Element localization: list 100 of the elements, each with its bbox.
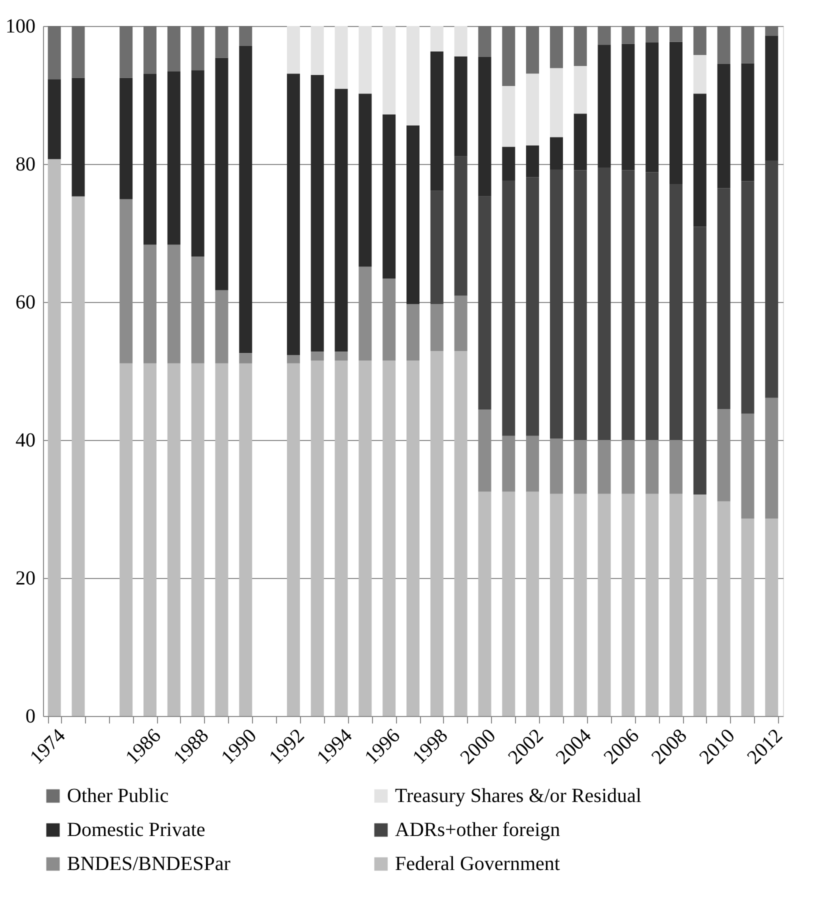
- bar: [502, 492, 516, 716]
- bar: [454, 156, 468, 296]
- bar: [741, 518, 754, 716]
- bar: [502, 146, 516, 181]
- bar: [454, 26, 468, 56]
- bar: [167, 72, 180, 245]
- bar: [430, 52, 444, 191]
- bar: [598, 494, 611, 716]
- bar: [574, 66, 587, 114]
- bar: [72, 196, 85, 716]
- bar: [48, 26, 61, 80]
- bar: [622, 494, 635, 716]
- bar: [670, 494, 683, 716]
- bar: [478, 26, 492, 58]
- bar: [406, 360, 420, 716]
- bar: [574, 494, 587, 716]
- bar: [526, 492, 540, 716]
- bar: [741, 181, 754, 414]
- bar: [526, 145, 540, 178]
- y-tick-label: 100: [6, 16, 36, 38]
- bar: [765, 518, 778, 716]
- bar: [406, 304, 420, 361]
- bar: [717, 64, 730, 188]
- bar: [120, 78, 133, 200]
- bar: [765, 160, 778, 398]
- bar: [215, 26, 228, 58]
- bar: [191, 363, 204, 716]
- bar: [430, 190, 444, 304]
- bar: [622, 26, 635, 44]
- bar: [239, 26, 252, 46]
- bar: [191, 70, 204, 256]
- bar: [502, 180, 516, 436]
- bar: [358, 94, 372, 267]
- bar: [215, 363, 228, 716]
- bar: [454, 56, 468, 156]
- bar: [717, 501, 730, 716]
- bar: [670, 26, 683, 42]
- bar: [717, 26, 730, 64]
- bar: [48, 79, 61, 160]
- bar: [693, 26, 706, 55]
- bar: [646, 26, 659, 43]
- bar: [430, 26, 444, 52]
- bar: [646, 172, 659, 440]
- bar: [48, 159, 61, 716]
- bar: [143, 26, 156, 74]
- bar: [765, 26, 778, 36]
- bar: [598, 44, 611, 168]
- bar: [526, 26, 540, 74]
- bar: [765, 36, 778, 161]
- bar: [239, 46, 252, 354]
- bar: [454, 350, 468, 716]
- bar: [622, 44, 635, 170]
- y-tick-label: 40: [16, 430, 36, 452]
- bar: [286, 74, 300, 356]
- bar: [120, 26, 133, 78]
- bar: [334, 88, 348, 352]
- bar: [574, 114, 587, 170]
- bar: [382, 360, 396, 716]
- bar: [622, 170, 635, 440]
- y-tick-label: 20: [16, 568, 36, 590]
- bar: [382, 114, 396, 279]
- bar: [741, 26, 754, 64]
- bar: [741, 63, 754, 182]
- legend-label: Federal Government: [395, 853, 560, 875]
- bar: [310, 74, 324, 352]
- bar: [550, 170, 563, 439]
- bar: [646, 494, 659, 716]
- bar: [239, 353, 252, 364]
- bar: [120, 363, 133, 716]
- bar: [406, 125, 420, 304]
- bar: [310, 352, 324, 361]
- bar: [670, 184, 683, 440]
- bar: [430, 350, 444, 716]
- y-tick-label: 60: [16, 292, 36, 314]
- bar: [167, 26, 180, 72]
- bar: [310, 26, 324, 75]
- bar: [286, 26, 300, 74]
- bar: [550, 68, 563, 138]
- bar: [382, 26, 396, 114]
- bar: [167, 363, 180, 716]
- bar: [574, 26, 587, 66]
- y-tick-label: 80: [16, 154, 36, 176]
- bar: [574, 170, 587, 440]
- bar: [430, 304, 444, 351]
- bar: [72, 78, 85, 196]
- bar: [334, 360, 348, 716]
- bar: [598, 26, 611, 45]
- legend-label: Domestic Private: [67, 819, 206, 841]
- bar: [191, 26, 204, 70]
- bar: [502, 86, 516, 147]
- bar: [334, 26, 348, 89]
- bar: [502, 26, 516, 86]
- bar: [478, 57, 492, 196]
- bar: [143, 363, 156, 716]
- legend-label: ADRs+other foreign: [395, 819, 560, 841]
- bar: [646, 42, 659, 172]
- bar: [406, 26, 420, 126]
- bar: [478, 196, 492, 410]
- legend-label: BNDES/BNDESPar: [67, 853, 231, 875]
- legend-label: Other Public: [67, 785, 169, 807]
